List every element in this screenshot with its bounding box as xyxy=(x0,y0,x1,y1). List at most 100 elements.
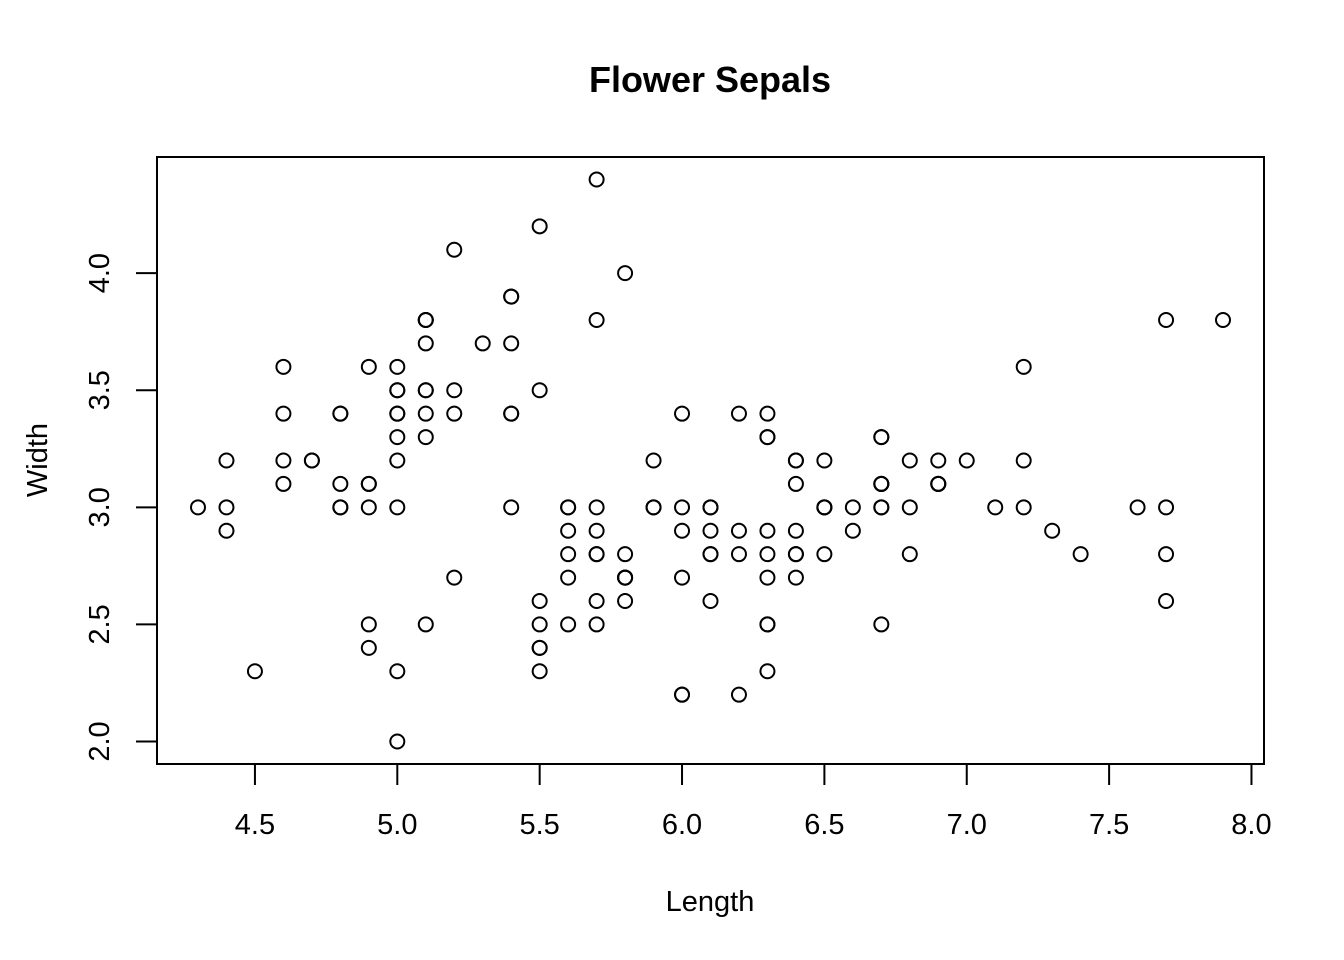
data-point xyxy=(787,475,804,492)
data-point xyxy=(759,405,776,422)
data-point xyxy=(588,311,605,328)
data-point xyxy=(617,593,634,610)
data-point xyxy=(730,522,747,539)
data-point xyxy=(360,639,377,656)
data-point xyxy=(759,663,776,680)
data-point xyxy=(417,335,434,352)
data-point xyxy=(218,522,235,539)
data-point xyxy=(531,382,548,399)
data-point xyxy=(730,405,747,422)
data-point xyxy=(1158,499,1175,516)
y-tick-label: 2.0 xyxy=(84,721,116,761)
data-point xyxy=(987,499,1004,516)
data-point xyxy=(474,335,491,352)
data-point xyxy=(1129,499,1146,516)
data-point xyxy=(873,475,890,492)
data-point xyxy=(787,546,804,563)
x-axis-ticks: 4.5 5.0 5.5 6.0 6.5 7.0 7.5 8.0 xyxy=(235,764,1272,841)
data-point xyxy=(816,452,833,469)
data-point xyxy=(1158,311,1175,328)
data-point xyxy=(503,288,520,305)
data-point xyxy=(1044,522,1061,539)
data-point xyxy=(560,569,577,586)
data-point xyxy=(730,686,747,703)
data-point xyxy=(588,522,605,539)
data-point xyxy=(702,593,719,610)
x-tick-label: 4.5 xyxy=(235,809,275,841)
data-point xyxy=(417,616,434,633)
data-point xyxy=(645,499,662,516)
data-point xyxy=(417,429,434,446)
data-point xyxy=(560,522,577,539)
x-tick-label: 5.0 xyxy=(377,809,417,841)
data-point xyxy=(873,429,890,446)
data-point xyxy=(702,522,719,539)
data-point xyxy=(730,546,747,563)
data-point xyxy=(417,405,434,422)
data-point xyxy=(417,311,434,328)
data-point xyxy=(873,616,890,633)
data-point xyxy=(389,358,406,375)
data-point xyxy=(503,405,520,422)
data-point xyxy=(531,663,548,680)
x-tick-label: 6.0 xyxy=(662,809,702,841)
data-point xyxy=(275,452,292,469)
data-point xyxy=(389,733,406,750)
data-point xyxy=(360,475,377,492)
scatter-points xyxy=(190,171,1231,750)
data-point xyxy=(759,522,776,539)
data-point xyxy=(1015,499,1032,516)
data-point xyxy=(389,452,406,469)
data-point xyxy=(389,429,406,446)
data-point xyxy=(930,475,947,492)
data-point xyxy=(901,499,918,516)
data-point xyxy=(275,358,292,375)
data-point xyxy=(275,405,292,422)
data-point xyxy=(360,499,377,516)
data-point xyxy=(531,218,548,235)
plot-frame xyxy=(156,156,1265,765)
data-point xyxy=(246,663,263,680)
data-point xyxy=(674,522,691,539)
data-point xyxy=(275,475,292,492)
data-point xyxy=(1015,358,1032,375)
data-point xyxy=(560,499,577,516)
data-point xyxy=(759,616,776,633)
data-point xyxy=(617,265,634,282)
data-point xyxy=(332,405,349,422)
data-point xyxy=(930,452,947,469)
data-point xyxy=(190,499,206,516)
y-tick-label: 3.5 xyxy=(84,370,116,410)
data-point xyxy=(816,546,833,563)
y-tick-label: 4.0 xyxy=(84,253,116,293)
data-point xyxy=(588,593,605,610)
x-tick-label: 5.5 xyxy=(520,809,560,841)
data-point xyxy=(303,452,320,469)
data-point xyxy=(560,546,577,563)
data-point xyxy=(674,405,691,422)
data-point xyxy=(1158,593,1175,610)
data-point xyxy=(446,405,463,422)
data-point xyxy=(588,171,605,188)
x-tick-label: 8.0 xyxy=(1231,809,1271,841)
data-point xyxy=(1215,311,1231,328)
data-point xyxy=(389,382,406,399)
data-point xyxy=(360,616,377,633)
data-point xyxy=(360,358,377,375)
data-point xyxy=(531,639,548,656)
data-point xyxy=(588,546,605,563)
data-point xyxy=(531,593,548,610)
data-point xyxy=(531,616,548,633)
data-point xyxy=(218,499,235,516)
data-point xyxy=(816,499,833,516)
data-point xyxy=(958,452,975,469)
chart-title: Flower Sepals xyxy=(589,59,831,100)
data-point xyxy=(503,335,520,352)
data-point xyxy=(446,569,463,586)
data-point xyxy=(389,663,406,680)
data-point xyxy=(759,569,776,586)
data-point xyxy=(617,546,634,563)
data-point xyxy=(503,499,520,516)
data-point xyxy=(560,616,577,633)
